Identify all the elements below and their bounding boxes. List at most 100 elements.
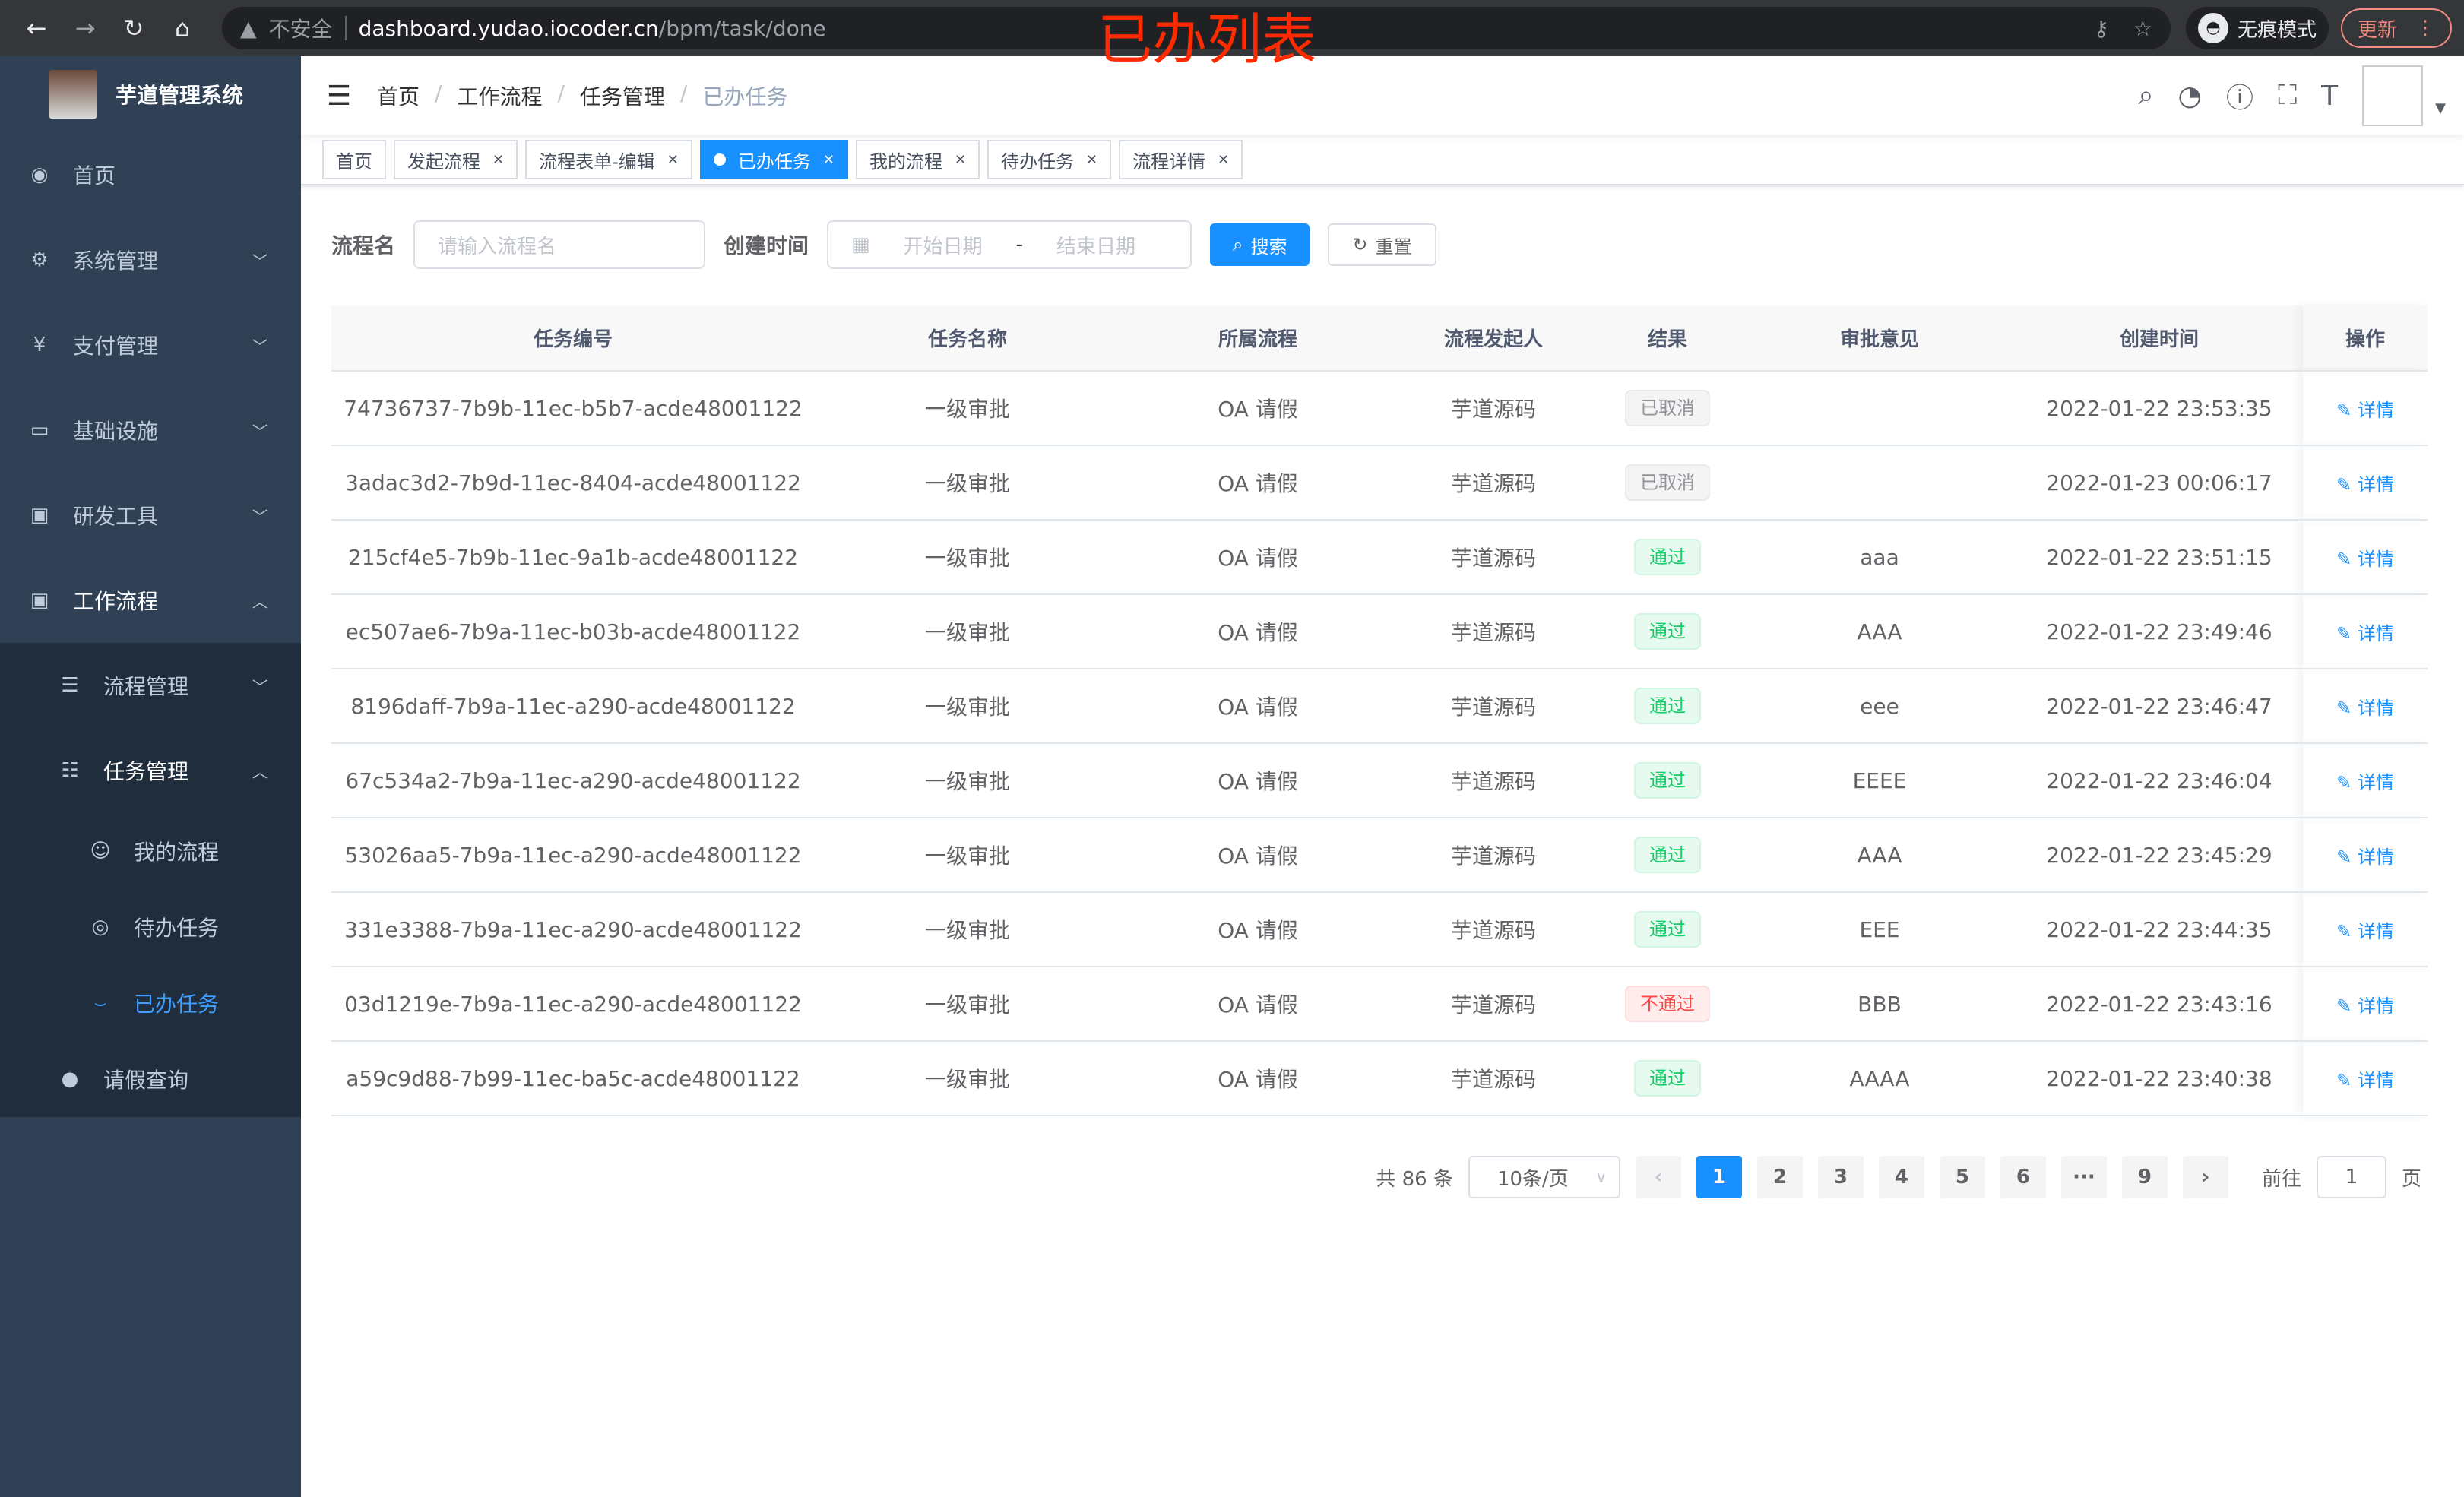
- address-bar[interactable]: ▲ 不安全 dashboard.yudao.iocoder.cn/bpm/tas…: [222, 7, 2171, 49]
- avatar[interactable]: [2362, 65, 2424, 126]
- update-button[interactable]: 更新 ⋮: [2340, 8, 2452, 48]
- detail-label: 详情: [2357, 1069, 2394, 1091]
- sidebar-item-todo[interactable]: ◎ 待办任务: [0, 889, 301, 965]
- sidebar-item-my-process[interactable]: ☺ 我的流程: [0, 813, 301, 889]
- table-row: 03d1219e-7b9a-11ec-a290-acde48001122 一级审批…: [331, 967, 2428, 1042]
- reset-button[interactable]: ↻ 重置: [1328, 223, 1436, 266]
- tag-start-process[interactable]: 发起流程 ✕: [394, 140, 518, 179]
- close-icon[interactable]: ✕: [667, 151, 679, 168]
- detail-link[interactable]: ✎ 详情: [2336, 772, 2394, 793]
- incognito-badge[interactable]: ◓ 无痕模式: [2185, 7, 2329, 49]
- table-cell: aaa: [1743, 520, 2016, 595]
- process-name-input[interactable]: 请输入流程名: [413, 220, 706, 269]
- fullscreen-icon[interactable]: ⛶: [2277, 80, 2298, 111]
- tag-process-detail[interactable]: 流程详情 ✕: [1119, 140, 1243, 179]
- sidebar-item-home[interactable]: ◉ 首页: [0, 132, 301, 217]
- table-cell: 已取消: [1591, 371, 1743, 446]
- placeholder: 请输入流程名: [438, 235, 557, 258]
- page-button[interactable]: 1: [1696, 1156, 1742, 1198]
- font-size-icon[interactable]: T: [2321, 80, 2339, 112]
- process-name-label: 流程名: [331, 233, 396, 258]
- key-icon[interactable]: ⚷: [2093, 15, 2109, 41]
- sidebar-item-pay[interactable]: ¥ 支付管理 ﹀: [0, 302, 301, 388]
- date-range-picker[interactable]: ▦ 开始日期 - 结束日期: [827, 220, 1192, 269]
- logo[interactable]: 芋道管理系统: [0, 56, 301, 132]
- star-icon[interactable]: ☆: [2133, 15, 2152, 41]
- github-icon[interactable]: ◔: [2177, 80, 2202, 112]
- detail-link[interactable]: ✎ 详情: [2336, 1070, 2394, 1091]
- page-size-select[interactable]: 10条/页 ∨: [1468, 1156, 1620, 1198]
- button-label: 搜索: [1250, 236, 1287, 258]
- sidebar-item-process-manage[interactable]: ☰ 流程管理 ﹀: [0, 643, 301, 728]
- table-cell: EEE: [1743, 892, 2016, 967]
- page-button[interactable]: 9: [2121, 1156, 2168, 1198]
- detail-link[interactable]: ✎ 详情: [2336, 623, 2394, 644]
- table-cell: OA 请假: [1120, 594, 1395, 669]
- sidebar-item-done[interactable]: ⌣ 已办任务: [0, 965, 301, 1041]
- tag-home[interactable]: 首页: [322, 140, 386, 179]
- close-icon[interactable]: ✕: [954, 151, 967, 168]
- close-icon[interactable]: ✕: [822, 151, 835, 168]
- browser-toolbar: ← → ↻ ⌂ ▲ 不安全 dashboard.yudao.iocoder.cn…: [0, 0, 2464, 56]
- close-icon[interactable]: ✕: [1086, 151, 1098, 168]
- breadcrumb-item[interactable]: 首页: [377, 84, 420, 109]
- tag-label: 已办任务: [737, 150, 811, 172]
- next-page-button[interactable]: ›: [2182, 1156, 2228, 1198]
- table-cell: OA 请假: [1120, 1041, 1395, 1116]
- goto-page-input[interactable]: 1: [2316, 1156, 2386, 1198]
- detail-label: 详情: [2357, 622, 2394, 644]
- detail-link[interactable]: ✎ 详情: [2336, 847, 2394, 868]
- help-icon[interactable]: ⓘ: [2225, 83, 2253, 114]
- tag-form-edit[interactable]: 流程表单-编辑 ✕: [525, 140, 692, 179]
- result-badge: 通过: [1634, 613, 1701, 650]
- table-cell: EEEE: [1743, 743, 2016, 818]
- sidebar-item-workflow[interactable]: ▣ 工作流程 ︿: [0, 558, 301, 643]
- search-icon[interactable]: ⌕: [2138, 80, 2154, 111]
- table-cell: 一级审批: [815, 520, 1120, 595]
- monitor-icon: ▭: [30, 419, 49, 442]
- reload-icon[interactable]: ↻: [123, 14, 144, 43]
- table-cell: 一级审批: [815, 967, 1120, 1042]
- table-cell: 通过: [1591, 743, 1743, 818]
- search-button[interactable]: ⌕ 搜索: [1210, 223, 1310, 266]
- close-icon[interactable]: ✕: [1218, 151, 1230, 168]
- sidebar-item-system[interactable]: ⚙ 系统管理 ﹀: [0, 217, 301, 302]
- tag-label: 流程详情: [1132, 150, 1206, 172]
- home-icon[interactable]: ⌂: [174, 14, 191, 43]
- table-row: 74736737-7b9b-11ec-b5b7-acde48001122 一级审批…: [331, 371, 2428, 446]
- detail-link[interactable]: ✎ 详情: [2336, 698, 2394, 719]
- detail-link[interactable]: ✎ 详情: [2336, 400, 2394, 421]
- detail-link[interactable]: ✎ 详情: [2336, 921, 2394, 942]
- close-icon[interactable]: ✕: [492, 151, 505, 168]
- page-button[interactable]: 4: [1878, 1156, 1924, 1198]
- table-cell: 2022-01-22 23:46:04: [2016, 743, 2303, 818]
- sidebar-item-infra[interactable]: ▭ 基础设施 ﹀: [0, 388, 301, 473]
- page-button[interactable]: 3: [1817, 1156, 1864, 1198]
- caret-down-icon[interactable]: ▼: [2435, 100, 2446, 116]
- page-button[interactable]: ···: [2060, 1156, 2107, 1198]
- breadcrumb-item[interactable]: 工作流程: [457, 84, 543, 109]
- tag-label: 发起流程: [407, 150, 480, 172]
- forward-icon[interactable]: →: [74, 14, 96, 43]
- tag-done-task[interactable]: 已办任务 ✕: [699, 140, 848, 179]
- page-button[interactable]: 5: [1939, 1156, 1985, 1198]
- detail-link[interactable]: ✎ 详情: [2336, 995, 2394, 1017]
- back-icon[interactable]: ←: [26, 14, 47, 43]
- sidebar-item-leave[interactable]: ● 请假查询: [0, 1041, 301, 1117]
- table-cell: ✎ 详情: [2303, 818, 2428, 893]
- prev-page-button[interactable]: ‹: [1635, 1156, 1681, 1198]
- page-button[interactable]: 6: [2000, 1156, 2046, 1198]
- more-icon[interactable]: ⋮: [2415, 17, 2435, 40]
- warning-icon: ▲: [240, 15, 257, 41]
- tag-my-process[interactable]: 我的流程 ✕: [855, 140, 980, 179]
- edit-icon: ✎: [2336, 995, 2358, 1017]
- table-cell: 一级审批: [815, 892, 1120, 967]
- hamburger-icon[interactable]: ☰: [326, 80, 352, 112]
- breadcrumb-item[interactable]: 任务管理: [579, 84, 665, 109]
- detail-link[interactable]: ✎ 详情: [2336, 549, 2394, 570]
- sidebar-item-tools[interactable]: ▣ 研发工具 ﹀: [0, 473, 301, 558]
- tag-todo[interactable]: 待办任务 ✕: [987, 140, 1112, 179]
- sidebar-item-task-manage[interactable]: ☷ 任务管理 ︿: [0, 728, 301, 813]
- detail-link[interactable]: ✎ 详情: [2336, 474, 2394, 495]
- page-button[interactable]: 2: [1756, 1156, 1803, 1198]
